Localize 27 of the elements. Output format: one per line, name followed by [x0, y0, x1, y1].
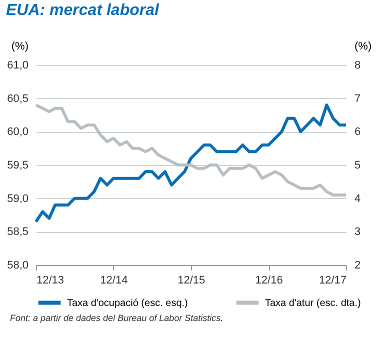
y-tick-label: 60,5: [7, 92, 28, 105]
legend-label: Taxa d'atur (esc. dta.): [265, 298, 361, 309]
line-series: [34, 104, 348, 224]
y2-tick-label: 5: [354, 160, 361, 172]
x-tick-label: 12/13: [36, 274, 64, 286]
y-tick-label: 61,0: [7, 60, 28, 72]
y2-tick-label: 8: [354, 60, 361, 72]
y2-tick-label: 2: [354, 260, 361, 272]
text: Font: a partir de dades del Bureau of Labor Statistics.: [9, 313, 224, 323]
y2-tick-label: 4: [354, 192, 361, 205]
x-tick-label: 12/15: [178, 274, 206, 286]
y-tick-label: 59,5: [7, 160, 28, 172]
y-tick-label: 59,0: [7, 192, 28, 205]
x-tick-label: 12/16: [255, 274, 283, 286]
x-tick-label: 12/14: [100, 274, 128, 286]
y2-tick-label: 7: [354, 92, 361, 105]
y2-axis-title: (%): [354, 40, 372, 52]
y-axis-title: (%): [11, 40, 28, 52]
y-tick-label: 60,0: [7, 126, 28, 138]
y2-tick-label: 3: [354, 226, 361, 238]
y2-tick-label: 6: [354, 126, 361, 138]
x-tick-label: 12/17: [318, 274, 346, 286]
y-tick-label: 58,5: [7, 226, 28, 238]
chart-title: EUA: mercat laboral: [5, 1, 160, 20]
legend-label: Taxa d'ocupació (esc. esq.): [67, 298, 188, 309]
line-series: [34, 104, 348, 196]
y-tick-label: 58,0: [7, 260, 28, 272]
